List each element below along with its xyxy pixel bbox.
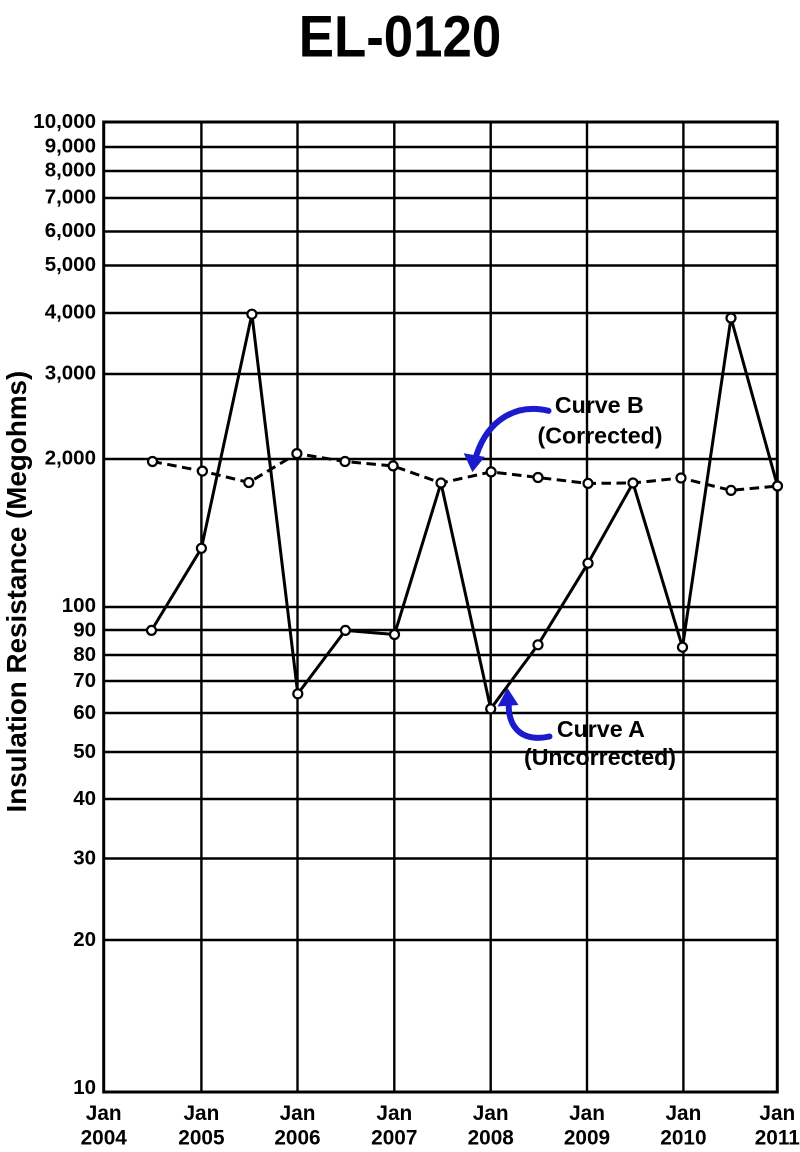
- svg-text:10,000: 10,000: [33, 110, 96, 133]
- svg-text:4,000: 4,000: [45, 301, 96, 324]
- svg-text:50: 50: [73, 740, 96, 763]
- svg-text:Curve A: Curve A: [557, 716, 645, 742]
- svg-text:(Corrected): (Corrected): [538, 422, 663, 448]
- svg-text:Jan: Jan: [759, 1102, 795, 1125]
- svg-text:8,000: 8,000: [45, 159, 96, 182]
- svg-text:2006: 2006: [274, 1127, 320, 1150]
- svg-text:Jan: Jan: [183, 1102, 219, 1125]
- svg-text:80: 80: [73, 643, 96, 666]
- svg-text:40: 40: [73, 787, 96, 810]
- svg-text:60: 60: [73, 701, 96, 724]
- svg-text:Jan: Jan: [280, 1102, 316, 1125]
- svg-text:2011: 2011: [755, 1127, 800, 1150]
- svg-text:Jan: Jan: [473, 1102, 509, 1125]
- svg-text:2,000: 2,000: [45, 447, 96, 470]
- svg-text:Jan: Jan: [569, 1102, 605, 1125]
- svg-text:(Uncorrected): (Uncorrected): [524, 744, 676, 770]
- svg-text:2008: 2008: [468, 1127, 514, 1150]
- svg-text:70: 70: [73, 669, 96, 692]
- svg-text:9,000: 9,000: [45, 135, 96, 158]
- svg-text:6,000: 6,000: [45, 219, 96, 242]
- svg-text:20: 20: [73, 928, 96, 951]
- svg-text:2007: 2007: [371, 1127, 417, 1150]
- svg-text:2010: 2010: [660, 1127, 706, 1150]
- svg-text:EL-0120: EL-0120: [299, 4, 502, 69]
- svg-text:Jan: Jan: [665, 1102, 701, 1125]
- svg-text:90: 90: [73, 618, 96, 641]
- svg-text:7,000: 7,000: [45, 186, 96, 209]
- svg-text:Curve B: Curve B: [555, 392, 644, 418]
- svg-text:2004: 2004: [81, 1127, 128, 1150]
- svg-text:Insulation Resistance (Megohms: Insulation Resistance (Megohms): [1, 371, 32, 813]
- svg-text:Jan: Jan: [376, 1102, 412, 1125]
- svg-text:Jan: Jan: [86, 1102, 122, 1125]
- svg-text:100: 100: [62, 594, 96, 617]
- svg-text:5,000: 5,000: [45, 253, 96, 276]
- svg-text:2005: 2005: [178, 1127, 224, 1150]
- svg-text:30: 30: [73, 847, 96, 870]
- svg-text:2009: 2009: [564, 1127, 610, 1150]
- svg-text:3,000: 3,000: [45, 362, 96, 385]
- svg-text:10: 10: [73, 1076, 96, 1099]
